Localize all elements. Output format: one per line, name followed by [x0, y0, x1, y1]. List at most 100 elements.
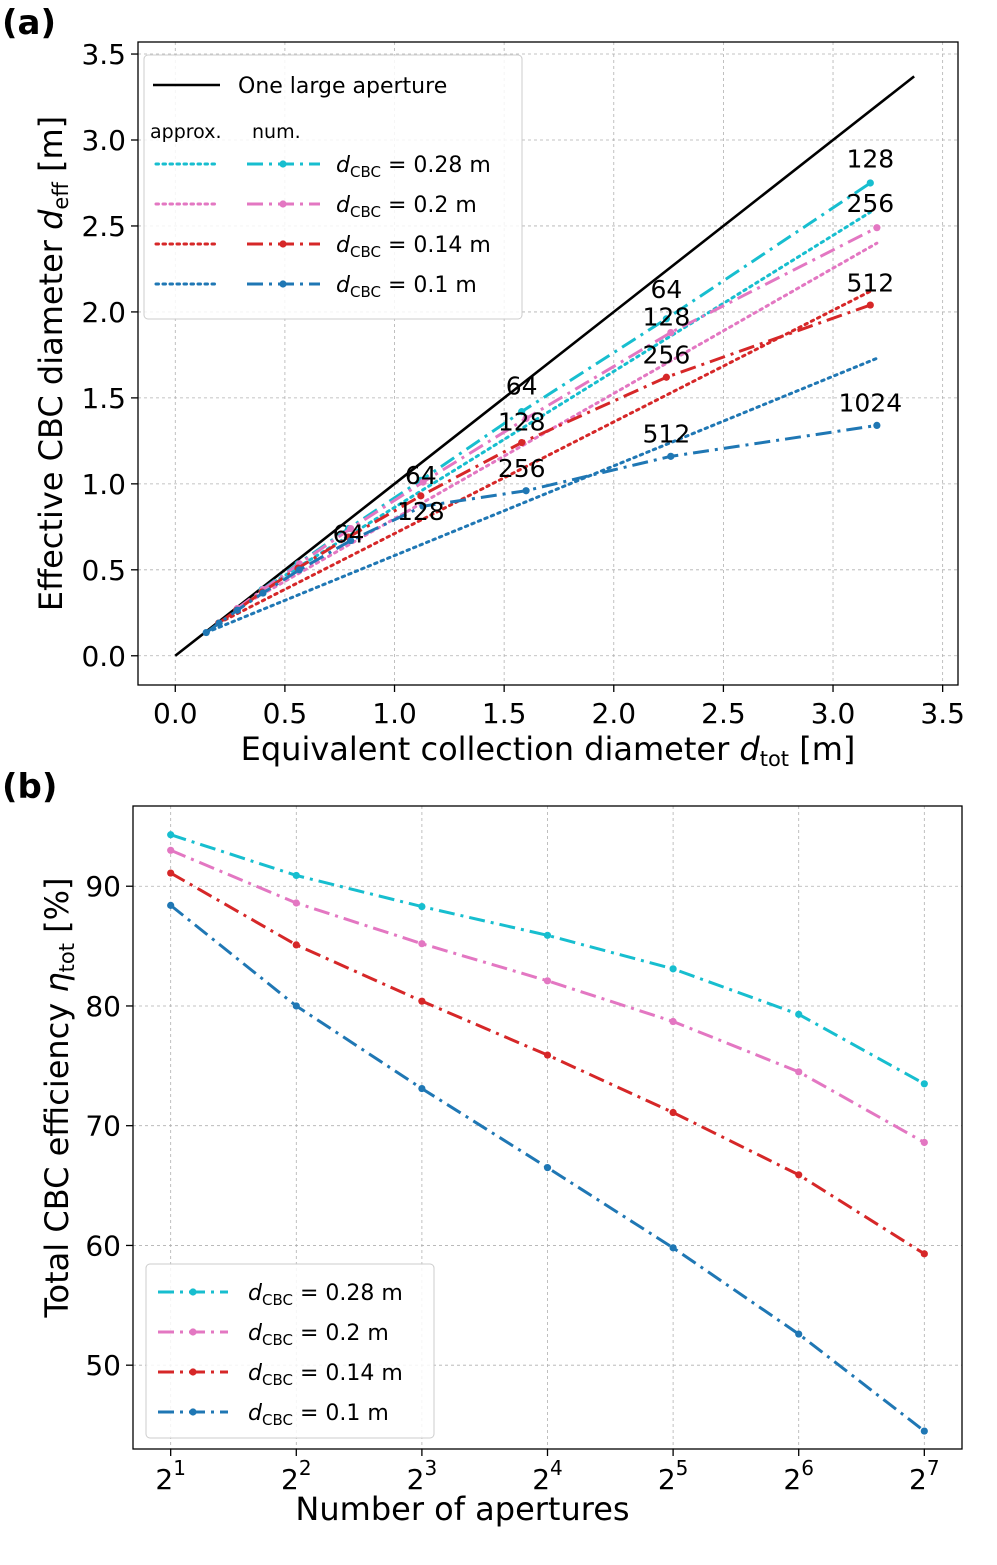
efficiency-point-c010	[669, 1244, 677, 1252]
panel-b-y-ticks: 50 60 70 80 90	[85, 870, 133, 1382]
efficiency-point-c014	[167, 869, 175, 877]
legend-head-approx: approx.	[150, 121, 221, 143]
legend-entry-label: dCBC = 0.28 m	[336, 153, 491, 181]
aperture-count-label: 1024	[838, 389, 902, 418]
y-tick-label: 2.5	[81, 210, 126, 243]
panel-b-legend-entries: dCBC = 0.28 m dCBC = 0.2 m dCBC = 0.14 m dC…	[158, 1281, 403, 1429]
num-point-c010	[295, 566, 303, 574]
legend-entry-label: dCBC = 0.1 m	[336, 273, 477, 301]
panel-a-grid	[138, 42, 958, 685]
efficiency-point-c014	[795, 1171, 803, 1179]
approx-line-c010	[204, 356, 879, 635]
num-point-c010	[522, 487, 530, 495]
x-tick-label: 24	[532, 1456, 563, 1496]
panel-a-x-axis-label: Equivalent collection diameter dtot [m]	[241, 730, 856, 771]
y-tick-label: 70	[85, 1110, 121, 1143]
aperture-count-label: 512	[846, 268, 894, 297]
efficiency-point-c020	[292, 899, 300, 907]
efficiency-point-c014	[543, 1051, 552, 1059]
aperture-count-label: 128	[498, 408, 546, 437]
y-tick-label: 0.0	[81, 640, 126, 673]
aperture-count-label: 64	[405, 461, 437, 490]
aperture-count-label: 64	[506, 371, 538, 400]
efficiency-point-c014	[669, 1108, 677, 1117]
num-point-c010	[233, 606, 241, 614]
panel-a-legend-entries: dCBC = 0.28 m dCBC = 0.2 m dCBC = 0.14 m dC…	[154, 153, 491, 301]
x-tick-label: 3.5	[920, 697, 965, 730]
panel-a-x-ticks: 0.0 0.5 1.0 1.5 2.0 2.5 3.0 3.5	[153, 685, 965, 730]
legend-marker	[189, 1328, 197, 1336]
panel-a-y-ticks: 0.0 0.5 1.0 1.5 2.0 2.5 3.0 3.5	[81, 38, 138, 673]
aperture-count-label: 256	[846, 189, 894, 218]
aperture-count-label: 256	[498, 454, 546, 483]
aperture-count-label: 128	[397, 497, 445, 526]
x-tick-label: 22	[281, 1456, 312, 1496]
legend-head-num: num.	[252, 121, 301, 143]
y-tick-label: 90	[85, 870, 121, 903]
y-tick-label: 50	[85, 1349, 121, 1382]
num-point-c014	[662, 373, 670, 381]
legend-num-marker	[279, 200, 287, 208]
x-tick-label: 21	[155, 1456, 186, 1496]
efficiency-point-c028	[292, 871, 300, 880]
panel-b-series	[167, 831, 928, 1435]
panel-a-series	[174, 75, 915, 657]
approx-line-c020	[235, 241, 879, 610]
y-tick-label: 2.0	[81, 296, 126, 329]
y-tick-label: 3.0	[81, 124, 126, 157]
y-axis-title: Total CBC efficiency ηtot [%]	[38, 877, 79, 1318]
num-line-c020	[236, 226, 878, 610]
num-point-c010	[873, 421, 881, 429]
efficiency-point-c020	[920, 1138, 928, 1147]
x-tick-label: 23	[407, 1456, 438, 1496]
panel-a-frame	[137, 41, 959, 686]
large-aperture-line	[174, 75, 915, 657]
approx-line-c014	[217, 289, 872, 625]
num-point-c028	[866, 179, 874, 187]
efficiency-point-c028	[543, 931, 552, 939]
efficiency-point-c010	[167, 901, 175, 909]
efficiency-point-c020	[543, 977, 552, 985]
num-point-c014	[518, 438, 526, 447]
approx-line-c028	[260, 210, 872, 592]
legend-marker	[189, 1288, 197, 1296]
panel-b-legend-box	[145, 1263, 435, 1439]
legend-num-marker	[279, 240, 287, 248]
efficiency-point-c020	[167, 846, 175, 854]
panel-a: (a) 128256512102464128256512641282566412…	[2, 3, 965, 771]
y-tick-label: 60	[85, 1229, 121, 1262]
panel-a-y-axis-label: Effective CBC diameter deff [m]	[32, 116, 73, 611]
num-point-c014	[417, 492, 425, 500]
panel-b: (b) 21 22 23 24 25 26 27 50 60 70 80 90 Number of …	[2, 767, 963, 1528]
aperture-count-label: 128	[643, 303, 691, 332]
panel-b-legend: dCBC = 0.28 m dCBC = 0.2 m dCBC = 0.14 m dC…	[145, 1263, 435, 1439]
x-axis-title: Equivalent collection diameter dtot [m]	[241, 730, 856, 771]
num-point-c020	[522, 414, 530, 423]
panel-b-label: (b)	[2, 767, 57, 807]
efficiency-point-c028	[167, 831, 175, 839]
x-tick-label: 1.0	[372, 697, 417, 730]
y-tick-label: 0.5	[81, 554, 126, 587]
efficiency-point-c010	[920, 1427, 928, 1435]
legend-entry-label: dCBC = 0.14 m	[336, 233, 491, 261]
efficiency-point-c028	[418, 902, 426, 911]
num-point-c010	[215, 619, 223, 627]
efficiency-point-c014	[292, 941, 300, 949]
num-point-c020	[667, 328, 675, 337]
efficiency-point-c014	[418, 997, 426, 1005]
y-tick-label: 80	[85, 990, 121, 1023]
aperture-count-label: 64	[650, 275, 682, 304]
y-tick-label: 1.0	[81, 468, 126, 501]
x-tick-label: 2.5	[701, 697, 746, 730]
aperture-count-label: 64	[333, 519, 365, 548]
efficiency-point-c010	[795, 1330, 803, 1338]
efficiency-line-c020	[170, 848, 926, 1144]
panel-a-legend-box	[143, 54, 523, 320]
efficiency-point-c028	[669, 965, 677, 973]
efficiency-point-c010	[543, 1164, 552, 1172]
legend-entry-label: dCBC = 0.2 m	[336, 193, 477, 221]
num-point-c028	[662, 315, 670, 323]
legend-num-marker	[279, 160, 287, 168]
efficiency-point-c028	[795, 1010, 803, 1018]
